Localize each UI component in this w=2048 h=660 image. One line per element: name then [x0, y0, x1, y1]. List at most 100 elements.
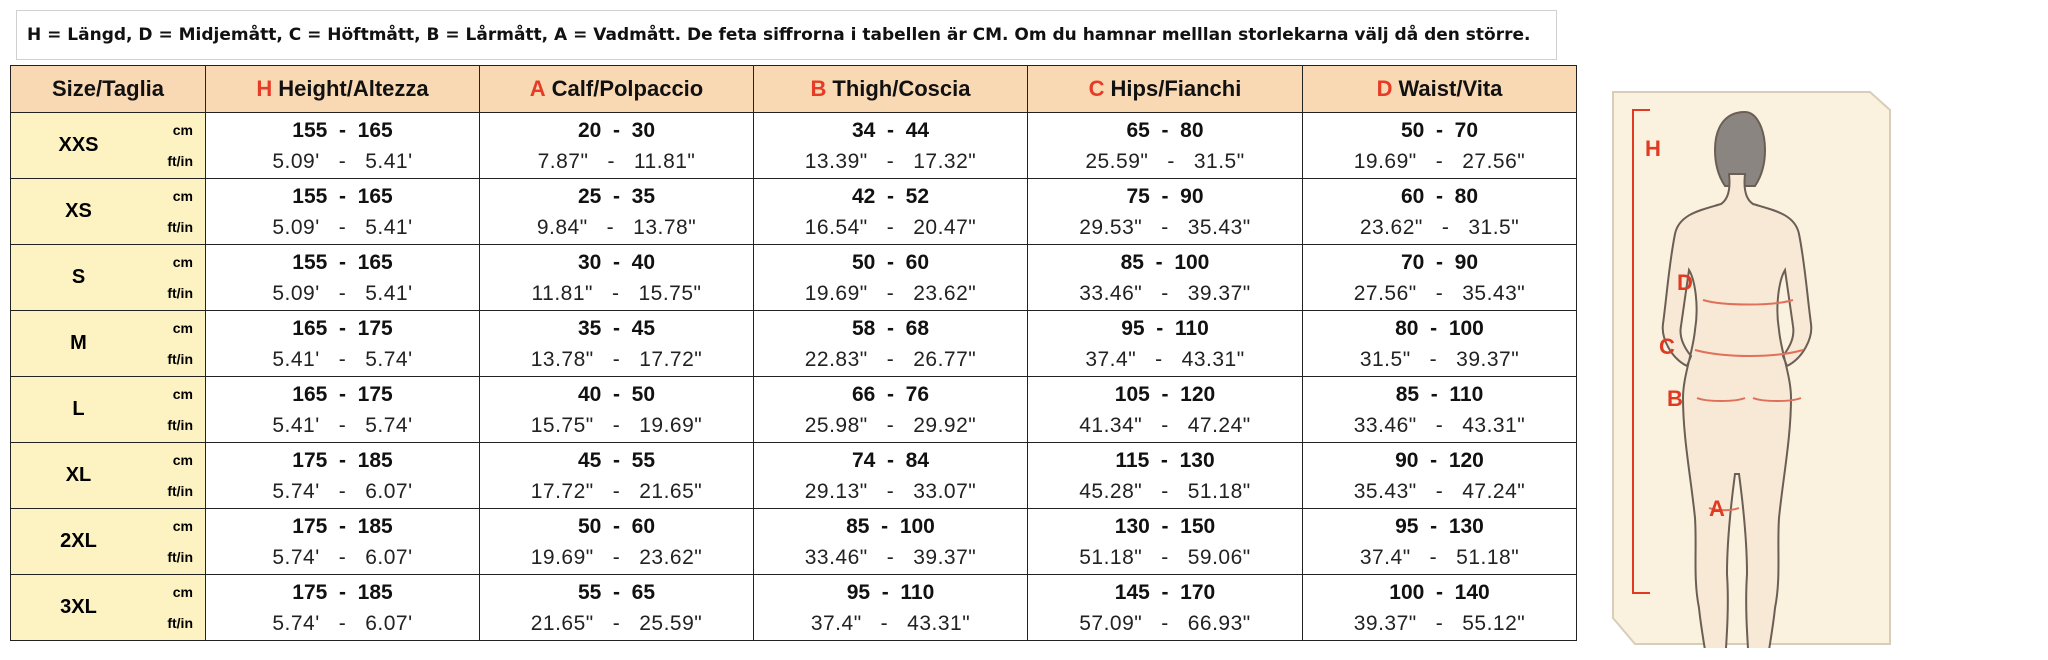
measure-range: 15.75" - 19.69"	[530, 413, 703, 437]
column-letter: B	[810, 76, 827, 101]
measure-range: 50 - 70	[1400, 118, 1479, 142]
measure-range: 25.98" - 29.92"	[804, 413, 977, 437]
note: H = Längd, D = Midjemått, C = Höftmått, …	[16, 10, 1557, 60]
column-label: Thigh/Coscia	[832, 76, 971, 101]
size-cell: XXS cm ft/in	[10, 112, 206, 179]
size-row: XL cm ft/in 175 - 185 5.74' - 6.07' 45 - 55 17…	[10, 442, 1577, 509]
measure-range: 25.59" - 31.5"	[1085, 149, 1245, 173]
column-letter: A	[529, 76, 546, 101]
measure-cell: 50 - 60 19.69" - 23.62"	[479, 508, 754, 575]
measure-range: 34 - 44	[851, 118, 930, 142]
measure-range: 45.28" - 51.18"	[1079, 479, 1251, 503]
measure-range: 95 - 130	[1395, 514, 1484, 538]
unit-label: ft/in	[167, 615, 193, 631]
measure-cell: 175 - 185 5.74' - 6.07'	[205, 574, 480, 641]
measure-cell: 95 - 110 37.4" - 43.31"	[1027, 310, 1303, 377]
measure-range: 5.74' - 6.07'	[272, 611, 413, 635]
header-row: Size/Taglia H Height/Altezza A Calf/Polpacc…	[10, 65, 1577, 113]
measure-range: 20 - 30	[577, 118, 656, 142]
size-label: 3XL	[60, 596, 97, 618]
measure-cell: 130 - 150 51.18" - 59.06"	[1027, 508, 1303, 575]
column-header: A Calf/Polpaccio	[479, 65, 754, 113]
column-letter: C	[1088, 76, 1105, 101]
measure-range: 105 - 120	[1114, 382, 1216, 406]
measure-range: 155 - 165	[292, 184, 393, 208]
measure-range: 25 - 35	[577, 184, 656, 208]
measure-range: 19.69" - 23.62"	[530, 545, 703, 569]
measure-range: 80 - 100	[1395, 316, 1484, 340]
column-label: Hips/Fianchi	[1110, 76, 1242, 101]
size-row: XXS cm ft/in 155 - 165 5.09' - 5.41' 20 - 30 7…	[10, 112, 1577, 179]
measure-range: 85 - 100	[1120, 250, 1210, 274]
measure-cell: 85 - 100 33.46" - 39.37"	[753, 508, 1028, 575]
unit-label: ft/in	[167, 483, 193, 499]
measure-cell: 58 - 68 22.83" - 26.77"	[753, 310, 1028, 377]
body-outline	[1661, 110, 1813, 648]
measure-range: 115 - 130	[1115, 448, 1215, 472]
measure-range: 29.53" - 35.43"	[1079, 215, 1251, 239]
measure-range: 175 - 185	[292, 448, 393, 472]
measure-range: 19.69" - 23.62"	[804, 281, 977, 305]
measure-cell: 165 - 175 5.41' - 5.74'	[205, 310, 480, 377]
measure-range: 35 - 45	[577, 316, 656, 340]
unit-label: cm	[172, 386, 193, 402]
measure-cell: 155 - 165 5.09' - 5.41'	[205, 112, 480, 179]
measure-cell: 34 - 44 13.39" - 17.32"	[753, 112, 1028, 179]
measure-cell: 100 - 140 39.37" - 55.12"	[1302, 574, 1577, 641]
measure-range: 37.4" - 43.31"	[1085, 347, 1245, 371]
measure-range: 35.43" - 47.24"	[1353, 479, 1526, 503]
measure-cell: 30 - 40 11.81" - 15.75"	[479, 244, 754, 311]
measure-cell: 115 - 130 45.28" - 51.18"	[1027, 442, 1303, 509]
measure-range: 65 - 80	[1126, 118, 1204, 142]
measure-range: 30 - 40	[577, 250, 656, 274]
measure-cell: 66 - 76 25.98" - 29.92"	[753, 376, 1028, 443]
column-header: D Waist/Vita	[1302, 65, 1577, 113]
figure-label: A	[1709, 496, 1725, 521]
measure-range: 37.4" - 51.18"	[1359, 545, 1520, 569]
measure-lines	[1694, 299, 1804, 512]
measure-range: 175 - 185	[292, 514, 393, 538]
measure-range: 85 - 100	[846, 514, 935, 538]
measure-range: 145 - 170	[1114, 580, 1216, 604]
measure-range: 13.39" - 17.32"	[804, 149, 977, 173]
unit-label: cm	[172, 122, 193, 138]
size-label: S	[71, 266, 86, 288]
unit-label: ft/in	[167, 417, 193, 433]
measure-cell: 55 - 65 21.65" - 25.59"	[479, 574, 754, 641]
measure-range: 19.69" - 27.56"	[1353, 149, 1526, 173]
size-row: 3XL cm ft/in 175 - 185 5.74' - 6.07' 55 - 65 2…	[10, 574, 1577, 641]
size-table: Size/Taglia H Height/Altezza A Calf/Polpacc…	[10, 65, 1577, 641]
figure-label: H	[1645, 136, 1661, 161]
measure-cell: 20 - 30 7.87" - 11.81"	[479, 112, 754, 179]
measure-cell: 35 - 45 13.78" - 17.72"	[479, 310, 754, 377]
size-label: M	[70, 332, 87, 354]
measure-range: 5.09' - 5.41'	[272, 281, 413, 305]
unit-label: cm	[172, 452, 193, 468]
size-label: L	[72, 398, 85, 420]
measure-range: 95 - 110	[1121, 316, 1209, 340]
measure-cell: 70 - 90 27.56" - 35.43"	[1302, 244, 1577, 311]
measure-cell: 45 - 55 17.72" - 21.65"	[479, 442, 754, 509]
measure-range: 130 - 150	[1114, 514, 1216, 538]
size-cell: 2XL cm ft/in	[10, 508, 206, 575]
measure-range: 23.62" - 31.5"	[1359, 215, 1520, 239]
measure-range: 155 - 165	[292, 250, 393, 274]
unit-label: cm	[172, 584, 193, 600]
measure-range: 41.34" - 47.24"	[1079, 413, 1251, 437]
measure-range: 50 - 60	[851, 250, 930, 274]
measure-range: 9.84" - 13.78"	[536, 215, 697, 239]
measure-range: 31.5" - 39.37"	[1359, 347, 1520, 371]
unit-label: cm	[172, 188, 193, 204]
table-header: Size/Taglia H Height/Altezza A Calf/Polpacc…	[10, 65, 1577, 113]
measure-cell: 85 - 110 33.46" - 43.31"	[1302, 376, 1577, 443]
unit-label: ft/in	[167, 219, 193, 235]
measure-range: 165 - 175	[292, 316, 393, 340]
measure-range: 100 - 140	[1389, 580, 1490, 604]
column-label: Height/Altezza	[278, 76, 429, 101]
measure-cell: 50 - 70 19.69" - 27.56"	[1302, 112, 1577, 179]
